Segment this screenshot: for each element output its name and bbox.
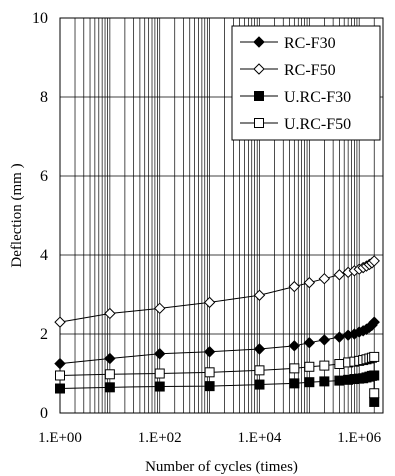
plot-frame bbox=[59, 17, 384, 414]
data-point bbox=[368, 255, 380, 267]
legend-label: RC-F30 bbox=[284, 35, 336, 52]
data-point bbox=[104, 382, 115, 393]
legend-marker bbox=[253, 36, 265, 48]
x-tick-label: 1.E+06 bbox=[337, 430, 381, 446]
data-point bbox=[288, 340, 301, 352]
y-tick-label: 8 bbox=[40, 89, 48, 106]
legend-marker bbox=[254, 118, 264, 128]
data-point bbox=[303, 276, 316, 289]
y-tick-label: 10 bbox=[32, 10, 48, 27]
legend-items: RC-F30 RC-F50 U.RC-F30 U.RC-F50 bbox=[240, 35, 351, 133]
data-point bbox=[333, 331, 346, 343]
data-point bbox=[203, 346, 216, 358]
data-point bbox=[253, 343, 266, 355]
legend-label: U.RC-F50 bbox=[284, 116, 351, 133]
data-point bbox=[204, 367, 215, 378]
series-layer bbox=[54, 255, 380, 407]
data-point bbox=[254, 379, 265, 390]
legend-item: U.RC-F30 bbox=[240, 89, 351, 106]
data-point bbox=[104, 352, 116, 365]
data-point bbox=[369, 388, 380, 399]
legend: RC-F30 RC-F50 U.RC-F30 U.RC-F50 bbox=[231, 25, 381, 141]
data-point bbox=[54, 357, 66, 370]
data-point bbox=[288, 280, 301, 293]
data-point bbox=[154, 302, 166, 315]
data-point bbox=[333, 269, 346, 281]
data-point bbox=[318, 334, 331, 346]
series-rc-f50 bbox=[54, 255, 380, 328]
data-point bbox=[154, 348, 166, 360]
legend-label: U.RC-F30 bbox=[284, 89, 351, 106]
x-tick-label: 1.E+02 bbox=[138, 430, 182, 446]
legend-item: RC-F50 bbox=[240, 62, 336, 79]
legend-item: RC-F30 bbox=[240, 35, 336, 52]
y-tick-label: 2 bbox=[40, 326, 48, 343]
series-u-rc-f30 bbox=[55, 370, 380, 407]
data-point bbox=[334, 359, 345, 370]
data-point bbox=[154, 368, 165, 379]
data-point bbox=[104, 307, 116, 320]
y-axis-label: Deflection (mm ) bbox=[9, 163, 25, 267]
axis-layer: 0 2 4 6 8 10 1.E+00 1.E+02 1.E+04 1.E+06 bbox=[32, 10, 382, 446]
data-point bbox=[54, 316, 66, 328]
y-tick-label: 6 bbox=[40, 168, 48, 185]
legend-label: RC-F50 bbox=[284, 62, 336, 79]
data-point bbox=[319, 376, 330, 387]
data-point bbox=[254, 365, 265, 376]
data-point bbox=[304, 361, 315, 372]
data-point bbox=[304, 377, 315, 388]
data-point bbox=[203, 296, 216, 309]
data-point bbox=[318, 272, 331, 285]
y-tick-label: 0 bbox=[40, 405, 48, 422]
data-point bbox=[154, 381, 165, 392]
data-point bbox=[369, 351, 380, 362]
data-point bbox=[253, 289, 266, 301]
data-point bbox=[319, 360, 330, 371]
data-point bbox=[334, 375, 345, 386]
legend-marker bbox=[254, 91, 264, 101]
data-point bbox=[204, 381, 215, 392]
data-point bbox=[104, 369, 115, 380]
data-point bbox=[368, 316, 380, 328]
x-tick-label: 1.E+04 bbox=[238, 430, 282, 446]
x-tick-label: 1.E+00 bbox=[38, 430, 82, 446]
series-rc-f30 bbox=[54, 316, 380, 370]
data-point bbox=[55, 383, 65, 394]
legend-marker bbox=[253, 63, 265, 75]
data-point bbox=[289, 363, 300, 374]
data-point bbox=[289, 378, 300, 389]
data-point bbox=[55, 370, 65, 381]
data-point bbox=[369, 396, 380, 407]
data-point bbox=[303, 336, 316, 349]
series-u-rc-f50 bbox=[55, 351, 380, 399]
x-axis-label: Number of cycles (times) bbox=[145, 459, 298, 475]
legend-item: U.RC-F50 bbox=[240, 116, 351, 133]
y-tick-label: 4 bbox=[40, 247, 48, 264]
